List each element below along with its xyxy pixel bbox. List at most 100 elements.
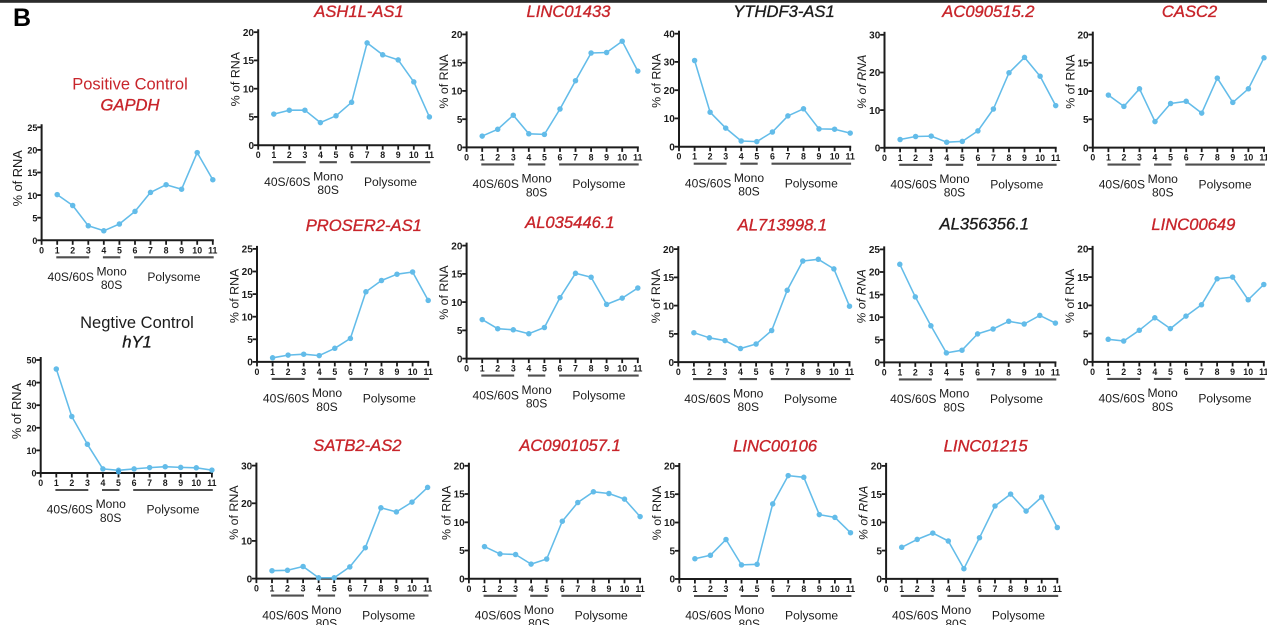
svg-text:4: 4 xyxy=(100,478,105,488)
svg-text:10: 10 xyxy=(191,478,201,488)
svg-text:11: 11 xyxy=(1051,153,1060,163)
svg-text:Mono: Mono xyxy=(313,169,344,183)
svg-text:20: 20 xyxy=(241,499,253,510)
svg-text:4: 4 xyxy=(318,150,323,160)
svg-text:Polysome: Polysome xyxy=(990,178,1043,192)
svg-text:11: 11 xyxy=(424,367,433,377)
svg-text:4: 4 xyxy=(944,367,949,377)
svg-text:2: 2 xyxy=(708,584,713,594)
svg-text:% of RNA: % of RNA xyxy=(650,485,664,540)
svg-text:hY1: hY1 xyxy=(122,333,152,352)
svg-text:7: 7 xyxy=(573,152,578,162)
svg-text:% of RNA: % of RNA xyxy=(1063,268,1077,323)
svg-text:4: 4 xyxy=(101,245,106,255)
svg-text:10: 10 xyxy=(1037,584,1047,594)
svg-text:0: 0 xyxy=(248,141,254,152)
svg-text:11: 11 xyxy=(208,245,217,255)
svg-text:2: 2 xyxy=(913,153,918,163)
svg-text:0: 0 xyxy=(255,367,260,377)
svg-text:AC0901057.1: AC0901057.1 xyxy=(518,436,621,455)
svg-text:80S: 80S xyxy=(945,617,967,625)
svg-text:9: 9 xyxy=(1024,584,1029,594)
svg-text:5: 5 xyxy=(332,584,337,594)
svg-text:7: 7 xyxy=(1199,367,1204,377)
svg-text:80S: 80S xyxy=(100,511,122,525)
svg-text:6: 6 xyxy=(770,152,775,162)
svg-text:30: 30 xyxy=(869,31,881,42)
svg-text:9: 9 xyxy=(816,367,821,377)
svg-text:7: 7 xyxy=(991,367,996,377)
svg-text:5: 5 xyxy=(32,213,37,223)
svg-text:10: 10 xyxy=(451,298,463,309)
svg-text:Polysome: Polysome xyxy=(572,388,625,402)
svg-text:1: 1 xyxy=(899,584,904,594)
svg-text:2: 2 xyxy=(1121,367,1126,377)
svg-text:40S/60S: 40S/60S xyxy=(472,177,518,191)
svg-text:9: 9 xyxy=(178,478,183,488)
svg-text:80S: 80S xyxy=(526,397,548,411)
svg-text:0: 0 xyxy=(876,575,882,586)
svg-text:Polysome: Polysome xyxy=(1198,392,1251,406)
svg-text:4: 4 xyxy=(944,153,949,163)
svg-text:9: 9 xyxy=(817,152,822,162)
svg-text:Mono: Mono xyxy=(939,387,970,401)
svg-text:0: 0 xyxy=(882,153,887,163)
svg-text:15: 15 xyxy=(242,290,254,301)
svg-text:% of RNA: % of RNA xyxy=(439,485,453,540)
svg-text:0: 0 xyxy=(38,478,43,488)
svg-text:80S: 80S xyxy=(101,278,123,292)
svg-text:7: 7 xyxy=(147,478,152,488)
svg-text:2: 2 xyxy=(915,584,920,594)
svg-text:GAPDH: GAPDH xyxy=(100,96,159,115)
svg-text:6: 6 xyxy=(132,478,137,488)
svg-text:3: 3 xyxy=(929,153,934,163)
svg-text:% of RNA: % of RNA xyxy=(1063,54,1077,109)
svg-text:2: 2 xyxy=(498,584,503,594)
svg-text:30: 30 xyxy=(26,401,36,411)
svg-text:5: 5 xyxy=(876,546,882,557)
svg-text:Mono: Mono xyxy=(96,265,127,279)
svg-text:2: 2 xyxy=(495,152,500,162)
svg-text:25: 25 xyxy=(242,245,254,256)
svg-text:Polysome: Polysome xyxy=(785,176,838,190)
svg-text:5: 5 xyxy=(542,152,547,162)
svg-text:6: 6 xyxy=(558,152,563,162)
svg-text:5: 5 xyxy=(1083,329,1089,340)
svg-text:0: 0 xyxy=(875,144,881,155)
svg-text:20: 20 xyxy=(1077,245,1089,256)
svg-text:1: 1 xyxy=(270,584,275,594)
svg-text:40S/60S: 40S/60S xyxy=(684,392,730,406)
svg-text:4: 4 xyxy=(738,367,743,377)
svg-text:9: 9 xyxy=(396,150,401,160)
svg-text:40S/60S: 40S/60S xyxy=(262,608,308,622)
svg-text:20: 20 xyxy=(869,268,881,279)
svg-text:15: 15 xyxy=(664,490,676,501)
svg-text:8: 8 xyxy=(1006,367,1011,377)
svg-text:% of RNA: % of RNA xyxy=(437,265,451,320)
svg-text:1: 1 xyxy=(1106,153,1111,163)
svg-text:5: 5 xyxy=(117,245,122,255)
svg-text:7: 7 xyxy=(575,584,580,594)
svg-text:8: 8 xyxy=(1007,153,1012,163)
svg-text:0: 0 xyxy=(882,367,887,377)
svg-text:50: 50 xyxy=(26,356,36,366)
svg-text:9: 9 xyxy=(1230,153,1235,163)
svg-text:10: 10 xyxy=(871,518,883,529)
svg-text:5: 5 xyxy=(669,330,675,341)
svg-text:1: 1 xyxy=(1106,367,1111,377)
svg-text:AL713998.1: AL713998.1 xyxy=(737,215,828,234)
svg-text:Negtive Control: Negtive Control xyxy=(80,314,194,332)
svg-text:6: 6 xyxy=(770,584,775,594)
svg-text:Mono: Mono xyxy=(734,603,765,617)
svg-text:4: 4 xyxy=(946,584,951,594)
svg-text:40S/60S: 40S/60S xyxy=(47,503,93,517)
svg-text:5: 5 xyxy=(754,152,759,162)
svg-text:10: 10 xyxy=(1244,153,1254,163)
svg-text:3: 3 xyxy=(511,152,516,162)
svg-text:0: 0 xyxy=(466,584,471,594)
svg-text:LINC01433: LINC01433 xyxy=(527,2,612,21)
svg-text:5: 5 xyxy=(1083,115,1089,126)
svg-text:Mono: Mono xyxy=(734,171,765,185)
svg-text:0: 0 xyxy=(459,575,465,586)
svg-text:80S: 80S xyxy=(316,617,338,625)
